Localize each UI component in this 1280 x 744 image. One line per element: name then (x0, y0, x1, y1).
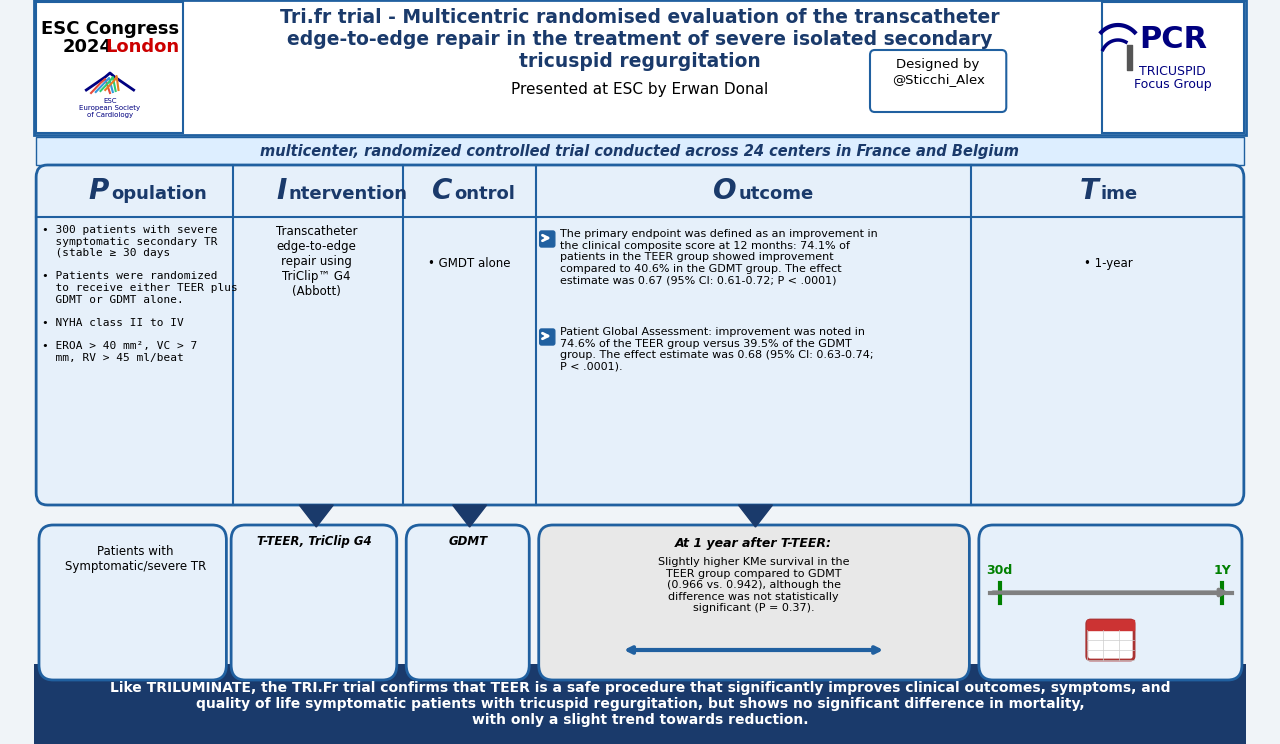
Text: Patients with
Symptomatic/severe TR: Patients with Symptomatic/severe TR (65, 545, 206, 573)
Text: • 300 patients with severe
  symptomatic secondary TR
  (stable ≥ 30 days

• Pat: • 300 patients with severe symptomatic s… (42, 225, 238, 362)
FancyBboxPatch shape (870, 50, 1006, 112)
Text: ESC Congress: ESC Congress (41, 20, 179, 38)
Text: Slightly higher KMe survival in the
TEER group compared to GDMT
(0.966 vs. 0.942: Slightly higher KMe survival in the TEER… (658, 557, 850, 613)
Text: PCR: PCR (1139, 25, 1207, 54)
Text: ontrol: ontrol (454, 185, 516, 203)
Text: Focus Group: Focus Group (1134, 78, 1212, 91)
Text: 1Y: 1Y (1213, 565, 1231, 577)
Text: 30d: 30d (987, 565, 1012, 577)
Text: Presented at ESC by Erwan Donal: Presented at ESC by Erwan Donal (512, 82, 768, 97)
FancyBboxPatch shape (540, 231, 554, 247)
FancyBboxPatch shape (36, 165, 1244, 505)
Text: O: O (713, 177, 736, 205)
Text: Tri.fr trial - Multicentric randomised evaluation of the transcatheter
edge-to-e: Tri.fr trial - Multicentric randomised e… (280, 8, 1000, 71)
FancyBboxPatch shape (35, 664, 1245, 744)
Text: ime: ime (1101, 185, 1138, 203)
FancyBboxPatch shape (406, 525, 529, 680)
Text: GDMT: GDMT (448, 535, 488, 548)
Text: • 1-year: • 1-year (1084, 257, 1133, 270)
Text: I: I (276, 177, 287, 205)
FancyBboxPatch shape (232, 525, 397, 680)
FancyBboxPatch shape (1087, 620, 1134, 660)
FancyBboxPatch shape (35, 0, 1245, 135)
Text: T-TEER, TriClip G4: T-TEER, TriClip G4 (257, 535, 371, 548)
FancyBboxPatch shape (540, 329, 554, 345)
FancyBboxPatch shape (539, 525, 969, 680)
Text: • GMDT alone: • GMDT alone (429, 257, 511, 270)
Text: Designed by
@Sticchi_Alex: Designed by @Sticchi_Alex (892, 58, 984, 86)
FancyBboxPatch shape (36, 137, 1244, 165)
Text: C: C (433, 177, 453, 205)
Polygon shape (300, 505, 333, 527)
Text: multicenter, randomized controlled trial conducted across 24 centers in France a: multicenter, randomized controlled trial… (261, 144, 1019, 158)
Text: Transcatheter
edge-to-edge
repair using
TriClip™ G4
(Abbott): Transcatheter edge-to-edge repair using … (275, 225, 357, 298)
Text: T: T (1080, 177, 1100, 205)
FancyBboxPatch shape (979, 525, 1242, 680)
Text: utcome: utcome (739, 185, 814, 203)
Text: ntervention: ntervention (289, 185, 408, 203)
FancyBboxPatch shape (38, 525, 227, 680)
Text: Like TRILUMINATE, the TRI.Fr trial confirms that TEER is a safe procedure that s: Like TRILUMINATE, the TRI.Fr trial confi… (110, 681, 1170, 727)
Text: opulation: opulation (111, 185, 206, 203)
Text: P: P (88, 177, 109, 205)
Text: TRICUSPID: TRICUSPID (1139, 65, 1206, 78)
Text: At 1 year after T-TEER:: At 1 year after T-TEER: (675, 537, 832, 550)
Text: The primary endpoint was defined as an improvement in
the clinical composite sco: The primary endpoint was defined as an i… (559, 229, 877, 286)
Text: Patient Global Assessment: improvement was noted in
74.6% of the TEER group vers: Patient Global Assessment: improvement w… (559, 327, 873, 372)
Text: London: London (105, 38, 179, 56)
Text: 2024: 2024 (63, 38, 113, 56)
Polygon shape (739, 505, 773, 527)
Text: ESC
European Society
of Cardiology: ESC European Society of Cardiology (79, 98, 141, 118)
Polygon shape (453, 505, 486, 527)
FancyBboxPatch shape (1102, 2, 1244, 133)
FancyBboxPatch shape (36, 2, 183, 133)
